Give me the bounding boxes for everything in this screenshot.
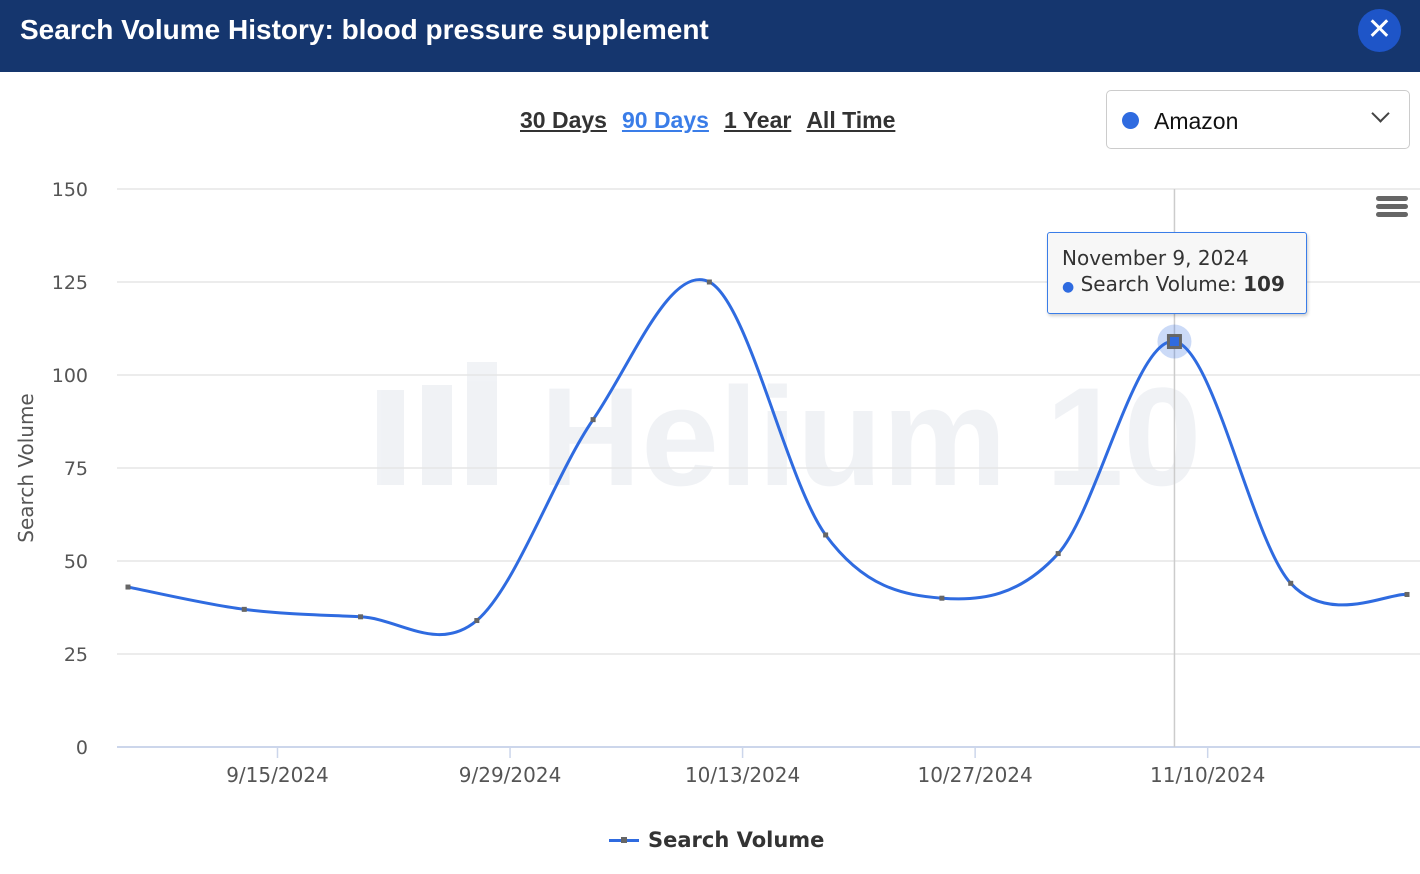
tooltip-value-row: ● Search Volume: 109 [1062,272,1285,296]
legend-label: Search Volume [648,828,825,852]
svg-text:Helium 10: Helium 10 [540,358,1201,515]
legend-item-search-volume[interactable]: Search Volume [609,828,824,852]
chart-menu-button[interactable] [1376,196,1408,220]
y-tick-label: 150 [52,179,88,201]
data-point[interactable] [590,417,596,423]
range-1-year[interactable]: 1 Year [723,107,792,133]
data-point[interactable] [125,584,131,590]
y-axis-label: Search Volume [14,393,38,542]
data-point[interactable] [1055,551,1061,557]
helium10-watermark: Helium 10 [377,358,1201,515]
data-point[interactable] [706,279,712,285]
data-point[interactable] [474,618,480,624]
y-tick-label: 50 [64,551,88,573]
y-tick-label: 75 [64,458,88,480]
data-point[interactable] [1404,591,1410,597]
x-tick-label: 9/15/2024 [226,763,329,787]
close-button[interactable]: ✕ [1358,9,1401,52]
range-selector: 30 Days 90 Days 1 Year All Time [520,107,895,134]
legend-line-icon [609,836,639,843]
tooltip-series: Search Volume: [1080,272,1237,296]
hamburger-icon [1376,196,1408,201]
close-icon: ✕ [1366,13,1393,46]
y-tick-label: 25 [64,644,88,666]
y-tick-label: 100 [52,365,88,387]
marketplace-select[interactable]: Amazon [1106,90,1410,149]
x-tick-label: 10/13/2024 [685,763,800,787]
data-point[interactable] [939,595,945,601]
data-point-highlighted[interactable] [1166,334,1182,350]
y-tick-label: 0 [76,737,88,759]
x-tick-label: 10/27/2024 [917,763,1032,787]
x-tick-label: 11/10/2024 [1150,763,1265,787]
range-all-time[interactable]: All Time [806,107,896,133]
data-point[interactable] [241,606,247,612]
range-90-days[interactable]: 90 Days [621,107,709,133]
marketplace-label: Amazon [1154,108,1239,134]
data-point[interactable] [358,614,364,620]
tooltip-date: November 9, 2024 [1062,246,1249,270]
data-point[interactable] [1288,580,1294,586]
marketplace-dot-icon [1122,112,1139,129]
y-tick-label: 125 [52,272,88,294]
x-tick-label: 9/29/2024 [459,763,562,787]
range-30-days[interactable]: 30 Days [520,107,607,133]
series-line-search-volume [127,278,1408,637]
dialog-title: Search Volume History: blood pressure su… [20,14,709,45]
dialog-header: Search Volume History: blood pressure su… [0,0,1420,72]
chart-tooltip: November 9, 2024 ● Search Volume: 109 [1047,232,1307,314]
data-point[interactable] [823,532,829,538]
tooltip-value: 109 [1243,272,1285,296]
